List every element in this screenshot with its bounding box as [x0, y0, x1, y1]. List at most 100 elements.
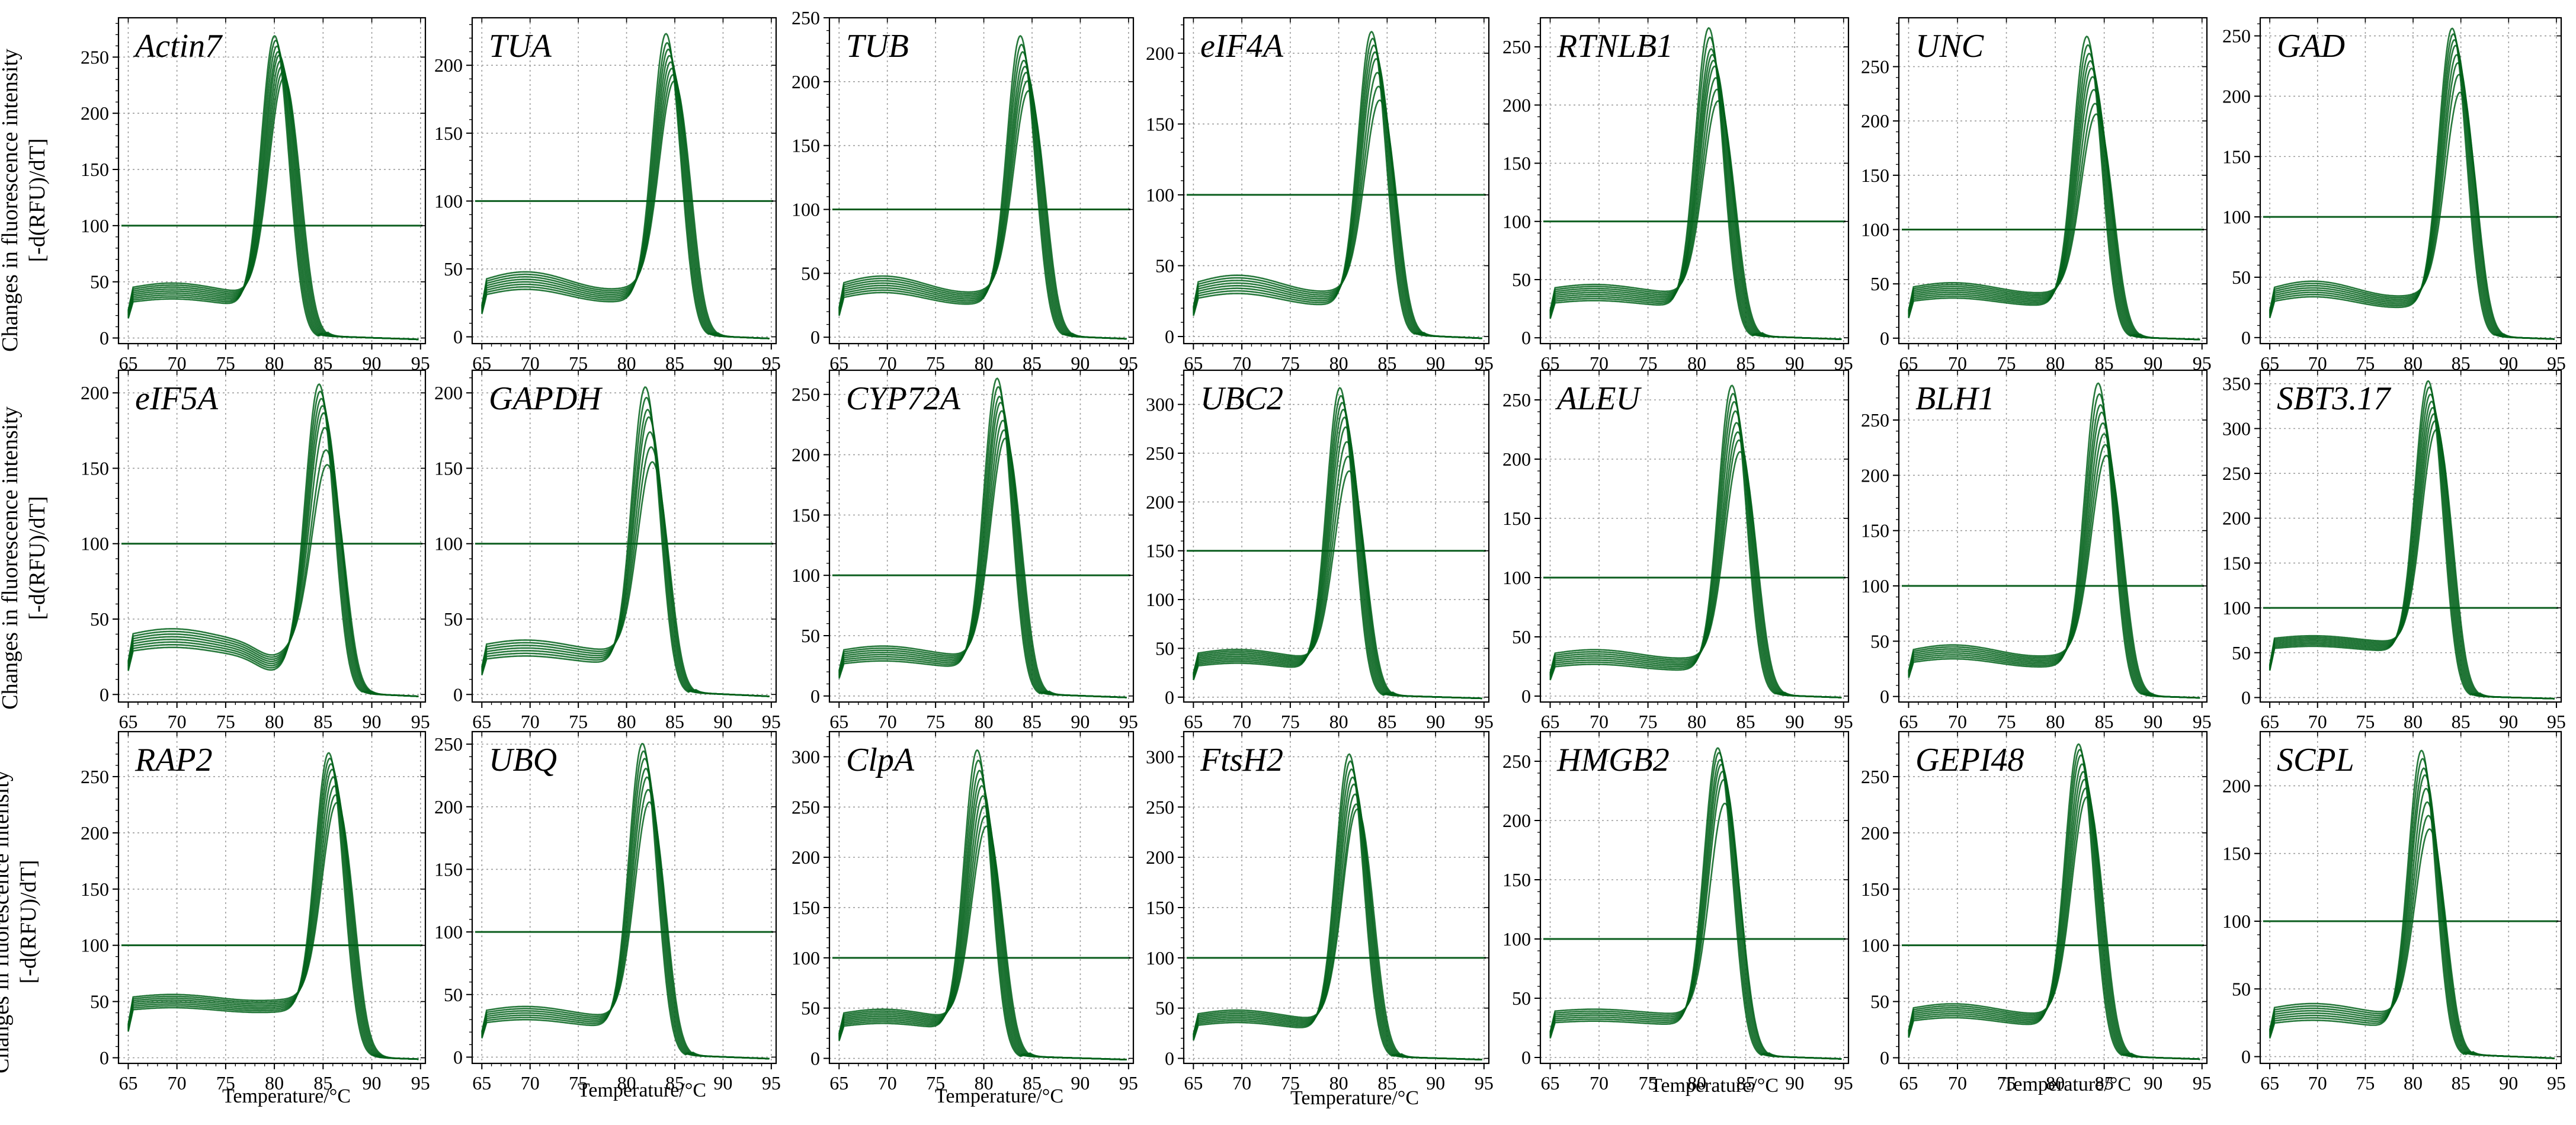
- x-tick-label: 95: [762, 1072, 781, 1094]
- y-tick-label: 100: [81, 215, 109, 236]
- y-tick-label: 200: [81, 822, 109, 844]
- y-tick-label: 100: [1502, 567, 1531, 588]
- x-tick-label: 65: [829, 1072, 848, 1094]
- x-tick-label: 65: [1541, 1072, 1560, 1094]
- melt-curve: [1549, 763, 1842, 1060]
- chart-panel-cyp72a: 65 70 75 80 85 90 95 0 50 100 150 200 250 CYP72A: [792, 369, 1138, 732]
- x-tick-label: 75: [1281, 1072, 1300, 1094]
- y-tick-label: 200: [792, 444, 820, 466]
- y-tick-label: 150: [1146, 113, 1174, 134]
- melt-curve: [1908, 76, 2200, 341]
- x-tick-label: 85: [1377, 711, 1396, 732]
- panel-title: TUA: [489, 28, 552, 65]
- panel-title: SCPL: [2277, 742, 2354, 778]
- x-tick-label: 85: [1023, 1072, 1042, 1094]
- panel-title: SBT3.17: [2277, 380, 2391, 417]
- y-tick-label: 200: [1146, 491, 1174, 512]
- chart-panel-aleu: 65 70 75 80 85 90 95 0 50 100 150 200 250 ALEU: [1502, 369, 1853, 732]
- x-tick-label: 75: [1639, 711, 1658, 732]
- plot-frame: [1183, 369, 1490, 703]
- y-tick-label: 0: [100, 684, 109, 705]
- x-tick-label: 90: [1426, 711, 1445, 732]
- x-tick-label: 65: [1899, 711, 1918, 732]
- x-tick-label: 70: [1590, 711, 1609, 732]
- x-tick-label: 75: [1997, 1072, 2016, 1094]
- y-tick-label: 250: [1146, 796, 1174, 818]
- melt-curve: [1549, 384, 1842, 698]
- x-tick-label: 70: [2308, 711, 2327, 732]
- x-tick-label: 95: [1475, 1072, 1494, 1094]
- y-tick-label: 50: [1512, 269, 1531, 290]
- y-tick-label: 200: [1502, 810, 1531, 831]
- x-tick-label: 80: [1687, 1072, 1706, 1094]
- melt-curve: [127, 768, 419, 1060]
- panel-title: ALEU: [1555, 380, 1642, 417]
- y-tick-label: 150: [1861, 520, 1889, 541]
- y-tick-label: 250: [1502, 36, 1531, 57]
- x-tick-label: 70: [521, 711, 540, 732]
- melt-curve: [2269, 33, 2555, 340]
- x-tick-label: 95: [1834, 711, 1853, 732]
- y-tick-label: 50: [444, 258, 463, 280]
- melt-curve: [1908, 748, 2200, 1060]
- x-tick-label: 95: [1119, 1072, 1138, 1094]
- x-tick-label: 80: [617, 711, 636, 732]
- x-tick-label: 65: [1184, 1072, 1203, 1094]
- y-tick-label: 150: [2222, 146, 2251, 167]
- y-tick-label: 50: [1870, 991, 1889, 1012]
- plot-frame: [828, 369, 1135, 703]
- melt-curve: [481, 801, 770, 1060]
- chart-panel-blh1: 65 70 75 80 85 90 95 0 50 100 150 200 250 BLH1: [1861, 369, 2212, 732]
- melt-curve: [127, 405, 419, 697]
- x-tick-label: 70: [168, 711, 187, 732]
- y-tick-label: 200: [792, 847, 820, 868]
- x-tick-label: 95: [1834, 1072, 1853, 1094]
- x-tick-label: 85: [313, 711, 332, 732]
- x-tick-label: 80: [617, 1072, 636, 1094]
- panel-title: TUB: [846, 28, 909, 65]
- y-tick-label: 300: [1146, 746, 1174, 767]
- y-tick-label: 0: [810, 1048, 820, 1069]
- y-tick-label: 200: [2222, 508, 2251, 529]
- melt-curve: [1908, 787, 2200, 1060]
- y-tick-label: 50: [801, 998, 820, 1019]
- x-tick-label: 85: [313, 1072, 332, 1094]
- y-tick-label: 200: [2222, 85, 2251, 107]
- plot-frame: [471, 730, 777, 1065]
- melt-curve: [481, 80, 770, 339]
- x-tick-label: 90: [713, 711, 732, 732]
- plot-frame: [471, 17, 777, 345]
- x-tick-label: 95: [411, 1072, 430, 1094]
- x-tick-label: 95: [2193, 1072, 2212, 1094]
- x-axis-label-col-5: Temperature/°C: [1650, 1075, 1779, 1097]
- y-tick-label: 150: [792, 135, 820, 156]
- melt-curve: [1193, 470, 1482, 700]
- melt-curve: [1908, 102, 2200, 341]
- chart-panel-clpa: 65 70 75 80 85 90 95 0 50 100 150 200 250 300 ClpA: [792, 730, 1138, 1094]
- y-tick-label: 200: [434, 382, 463, 403]
- y-tick-label: 100: [81, 935, 109, 956]
- x-tick-label: 95: [1119, 711, 1138, 732]
- panel-title: eIF4A: [1200, 28, 1284, 65]
- x-tick-label: 90: [2144, 1072, 2162, 1094]
- y-tick-label: 100: [1146, 589, 1174, 610]
- melt-curve: [2269, 429, 2555, 700]
- plot-frame: [1539, 730, 1850, 1065]
- melt-curve: [838, 825, 1127, 1060]
- x-tick-label: 65: [1541, 711, 1560, 732]
- x-axis-label-col-4: Temperature/°C: [1290, 1087, 1420, 1109]
- x-tick-label: 75: [216, 711, 235, 732]
- x-tick-label: 85: [665, 711, 684, 732]
- melt-curve: [1908, 89, 2200, 341]
- melt-curve: [1193, 99, 1482, 339]
- panel-title: UBC2: [1200, 380, 1283, 417]
- y-tick-label: 150: [81, 159, 109, 180]
- x-tick-label: 90: [1071, 711, 1090, 732]
- y-tick-label: 200: [792, 71, 820, 92]
- y-tick-label: 100: [1502, 928, 1531, 950]
- y-tick-label: 150: [1146, 897, 1174, 918]
- melt-curve: [838, 90, 1127, 340]
